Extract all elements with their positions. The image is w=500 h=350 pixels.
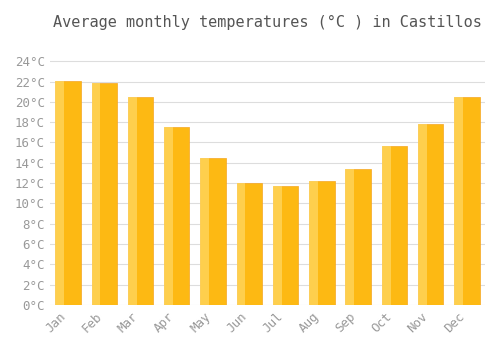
Bar	[164, 127, 173, 305]
Bar	[273, 186, 282, 305]
Bar	[309, 181, 318, 305]
Bar	[56, 80, 64, 305]
Bar	[236, 183, 262, 305]
Bar	[128, 97, 136, 305]
Bar	[273, 186, 298, 305]
Bar	[92, 83, 100, 305]
Bar	[346, 169, 371, 305]
Bar	[454, 97, 479, 305]
Bar	[92, 83, 117, 305]
Title: Average monthly temperatures (°C ) in Castillos: Average monthly temperatures (°C ) in Ca…	[53, 15, 482, 30]
Bar	[200, 158, 209, 305]
Bar	[382, 146, 407, 305]
Bar	[309, 181, 334, 305]
Bar	[164, 127, 190, 305]
Bar	[200, 158, 226, 305]
Bar	[346, 169, 354, 305]
Bar	[56, 80, 80, 305]
Bar	[418, 124, 444, 305]
Bar	[454, 97, 463, 305]
Bar	[236, 183, 246, 305]
Bar	[128, 97, 153, 305]
Bar	[418, 124, 427, 305]
Bar	[382, 146, 390, 305]
